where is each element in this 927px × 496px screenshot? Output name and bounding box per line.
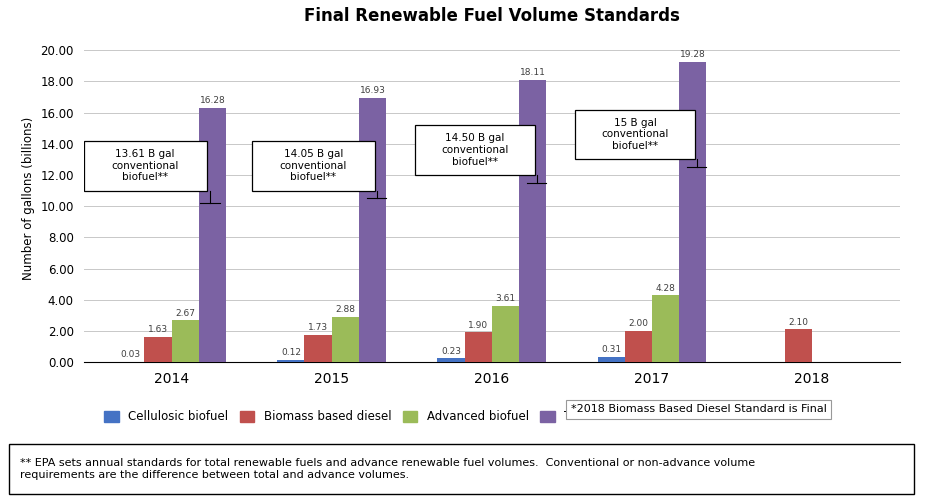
Text: 18.11: 18.11 xyxy=(519,68,545,77)
Text: 2.10: 2.10 xyxy=(788,317,807,326)
Text: 16.93: 16.93 xyxy=(360,86,385,95)
Bar xyxy=(331,317,359,362)
Bar xyxy=(491,306,518,362)
Text: 4.28: 4.28 xyxy=(655,284,675,293)
Text: 2.67: 2.67 xyxy=(175,309,195,317)
Text: 14.50 B gal
conventional
biofuel**: 14.50 B gal conventional biofuel** xyxy=(441,133,508,167)
FancyBboxPatch shape xyxy=(9,444,913,494)
Bar xyxy=(359,98,386,362)
Bar xyxy=(464,332,491,362)
Text: 2.00: 2.00 xyxy=(628,319,648,328)
Text: 19.28: 19.28 xyxy=(679,50,705,59)
Text: 0.31: 0.31 xyxy=(601,345,620,355)
Text: 3.61: 3.61 xyxy=(495,294,515,303)
Text: 14.05 B gal
conventional
biofuel**: 14.05 B gal conventional biofuel** xyxy=(279,149,347,182)
Bar xyxy=(171,320,198,362)
Bar xyxy=(437,359,464,362)
Text: 2.88: 2.88 xyxy=(335,306,355,314)
FancyBboxPatch shape xyxy=(414,125,535,175)
FancyBboxPatch shape xyxy=(575,110,694,159)
Text: 0.12: 0.12 xyxy=(281,348,300,358)
Bar xyxy=(304,335,331,362)
FancyBboxPatch shape xyxy=(83,141,207,190)
Bar xyxy=(145,337,171,362)
Text: 0.03: 0.03 xyxy=(121,350,141,359)
Text: 1.90: 1.90 xyxy=(467,320,488,330)
Text: 15 B gal
conventional
biofuel**: 15 B gal conventional biofuel** xyxy=(601,118,668,151)
Text: 1.73: 1.73 xyxy=(308,323,328,332)
Text: *2018 Biomass Based Diesel Standard is Final: *2018 Biomass Based Diesel Standard is F… xyxy=(570,404,826,414)
Bar xyxy=(679,62,705,362)
Bar xyxy=(652,295,679,362)
Bar xyxy=(518,80,546,362)
Bar xyxy=(597,357,624,362)
Text: 0.23: 0.23 xyxy=(440,347,461,356)
Bar xyxy=(624,331,652,362)
FancyBboxPatch shape xyxy=(251,141,375,190)
Bar xyxy=(198,108,226,362)
Text: 13.61 B gal
conventional
biofuel**: 13.61 B gal conventional biofuel** xyxy=(111,149,179,182)
Bar xyxy=(784,329,811,362)
Text: 16.28: 16.28 xyxy=(199,97,225,106)
Text: ** EPA sets annual standards for total renewable fuels and advance renewable fue: ** EPA sets annual standards for total r… xyxy=(20,458,755,480)
Text: 1.63: 1.63 xyxy=(147,325,168,334)
Title: Final Renewable Fuel Volume Standards: Final Renewable Fuel Volume Standards xyxy=(303,7,679,25)
Bar xyxy=(277,360,304,362)
Y-axis label: Number of gallons (billions): Number of gallons (billions) xyxy=(21,117,34,280)
Legend: Cellulosic biofuel, Biomass based diesel, Advanced biofuel, Total renewable fuel: Cellulosic biofuel, Biomass based diesel… xyxy=(99,406,687,428)
